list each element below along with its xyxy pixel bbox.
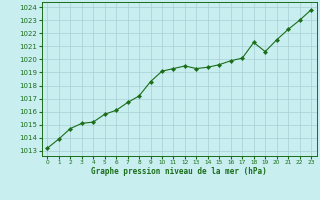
X-axis label: Graphe pression niveau de la mer (hPa): Graphe pression niveau de la mer (hPa) (91, 167, 267, 176)
